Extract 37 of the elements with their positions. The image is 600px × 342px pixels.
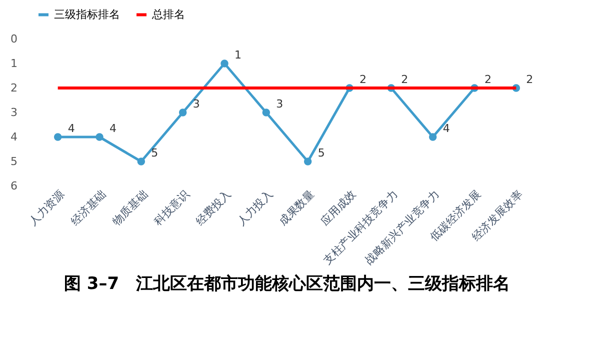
point <box>220 60 228 68</box>
data-label: 2 <box>401 73 408 86</box>
y-tick-label: 5 <box>10 155 18 168</box>
y-tick-label: 1 <box>10 57 18 70</box>
point <box>304 158 312 166</box>
x-tick-label: 经费投入 <box>193 188 234 228</box>
y-tick-label: 0 <box>10 32 18 46</box>
y-tick-label: 3 <box>10 106 18 119</box>
data-label: 3 <box>192 98 200 110</box>
point <box>262 108 270 116</box>
x-tick-label: 人力投入 <box>234 188 276 228</box>
x-tick-label: 物质基础 <box>110 188 150 228</box>
legend-label: 三级指标排名 <box>54 8 120 21</box>
x-tick-label: 经济基础 <box>68 188 108 228</box>
y-tick-label: 2 <box>10 82 18 94</box>
point <box>137 158 146 166</box>
x-tick-label: 人力资源 <box>26 188 67 228</box>
point <box>96 133 104 141</box>
data-label: 4 <box>442 122 450 135</box>
data-label: 4 <box>68 122 75 135</box>
data-label: 2 <box>360 73 366 86</box>
data-label: 2 <box>484 73 492 86</box>
point <box>428 133 437 141</box>
y-tick-label: 4 <box>10 130 18 144</box>
data-label: 4 <box>110 122 116 135</box>
y-tick-label: 6 <box>10 180 18 192</box>
point <box>178 108 187 116</box>
data-label: 3 <box>276 98 284 110</box>
data-label: 1 <box>234 48 242 62</box>
data-label: 2 <box>526 73 534 86</box>
text: 图 3–7 江北区在都市功能核心区范围内一、三级指标排名 <box>64 274 510 294</box>
legend-label: 总排名 <box>151 8 185 21</box>
x-tick-label: 成果数量 <box>276 188 317 228</box>
data-label: 5 <box>151 146 158 160</box>
point <box>54 133 62 141</box>
x-tick-label: 科技意识 <box>152 188 192 228</box>
data-label: 5 <box>318 146 325 160</box>
